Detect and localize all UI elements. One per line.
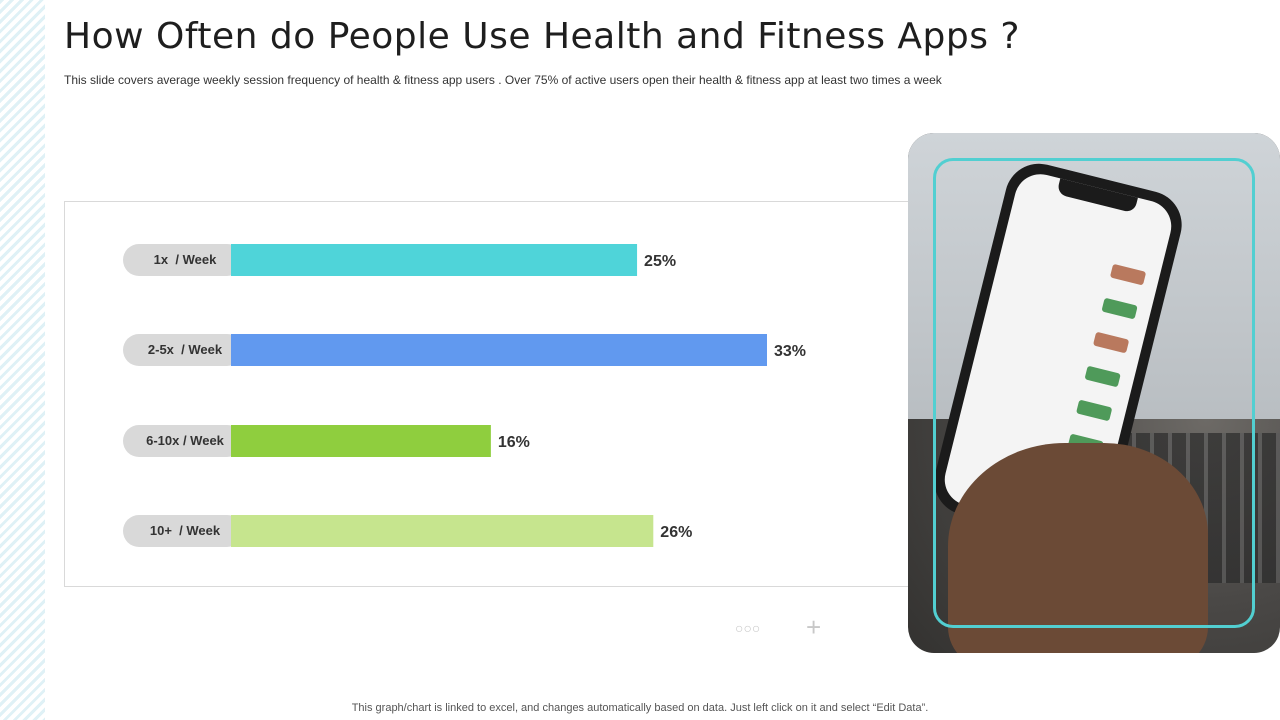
bar-value-label: 26% [660, 524, 692, 541]
footer-note: This graph/chart is linked to excel, and… [351, 702, 929, 714]
bar-value-label: 16% [498, 434, 530, 451]
category-label-pill [123, 244, 243, 276]
category-tick-label: 2-5x / Week [148, 342, 223, 357]
decorative-stripe [0, 0, 45, 720]
phone-photo [908, 133, 1280, 653]
photo-frame-outline [933, 158, 1255, 628]
add-icon[interactable]: + [806, 612, 822, 642]
category-label-pill [123, 334, 243, 366]
bar[interactable] [231, 425, 491, 457]
category-tick-label: 6-10x / Week [146, 433, 225, 448]
page-subtitle: This slide covers average weekly session… [64, 73, 942, 87]
chart-frame[interactable]: 1x / Week 25% 2-5x / Week 33% 6-10x / Week 16… [64, 201, 924, 587]
category-label-pill [123, 425, 243, 457]
bar-chart: 1x / Week 25% 2-5x / Week 33% 6-10x / Week 16… [123, 244, 806, 547]
more-options-icon[interactable]: ○○○ [735, 620, 761, 636]
bar[interactable] [231, 334, 767, 366]
bar-value-label: 33% [774, 343, 806, 360]
bar-value-label: 25% [644, 253, 676, 270]
category-tick-label: 10+ / Week [150, 523, 221, 538]
bar[interactable] [231, 244, 638, 276]
category-label-pill [123, 515, 243, 547]
page-title: How Often do People Use Health and Fitne… [64, 16, 1021, 57]
category-tick-label: 1x / Week [154, 252, 217, 267]
bar[interactable] [231, 515, 654, 547]
